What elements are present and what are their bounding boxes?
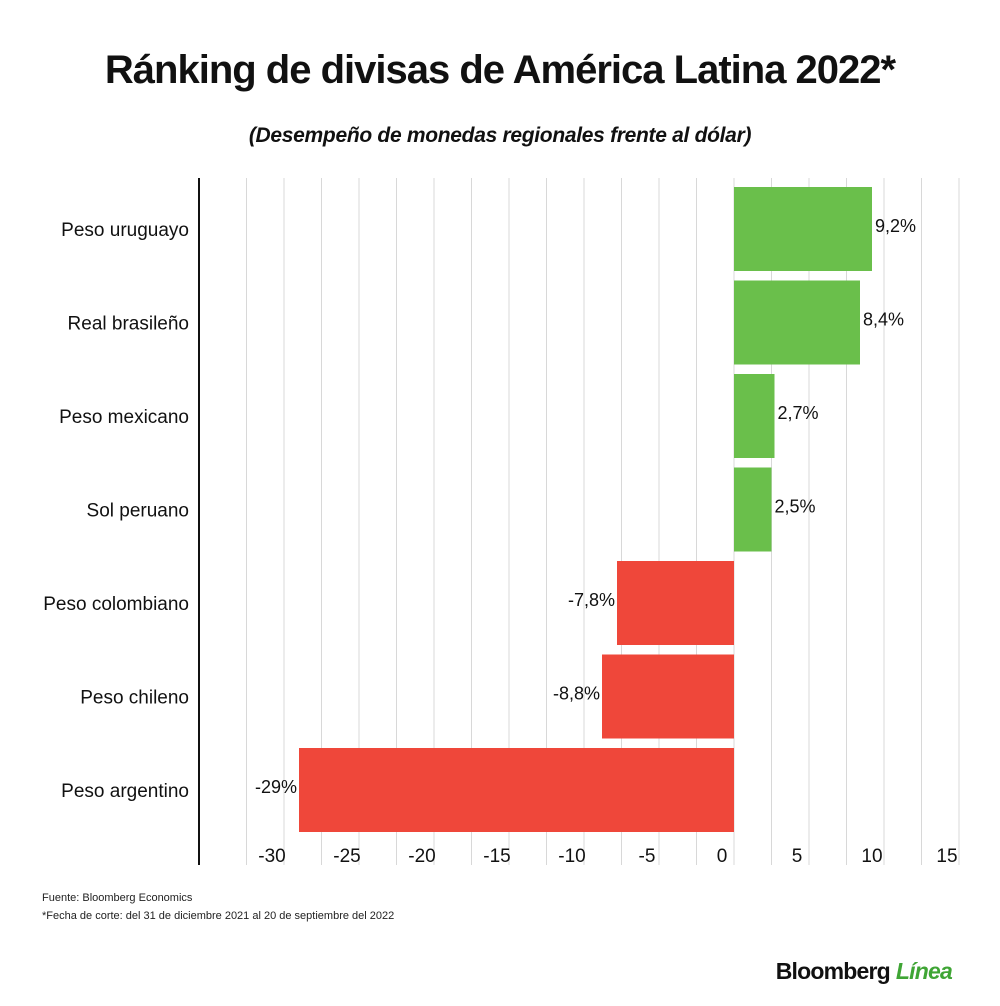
bar — [299, 748, 734, 832]
bar — [602, 654, 734, 739]
x-tick-label: 15 — [936, 846, 957, 867]
category-label: Peso argentino — [61, 781, 189, 802]
data-label: -29% — [255, 777, 297, 797]
data-label: -8,8% — [553, 684, 600, 704]
x-tick-label: -15 — [483, 846, 510, 867]
brand-logo: Bloomberg Línea — [775, 958, 953, 985]
x-tick-label: -20 — [408, 846, 435, 867]
x-tick-label: 0 — [717, 846, 728, 867]
category-label: Peso uruguayo — [61, 220, 189, 241]
category-label: Peso mexicano — [59, 407, 189, 428]
category-label: Peso chileno — [80, 688, 189, 709]
label-layer: Peso uruguayo 9,2% Real brasileño 8,4% Peso … — [43, 216, 916, 802]
bar-layer — [299, 187, 872, 832]
x-tick-label: -25 — [333, 846, 360, 867]
x-tick-label: -5 — [639, 846, 656, 867]
data-label: 8,4% — [863, 310, 904, 330]
bar — [734, 374, 775, 458]
x-tick-label: 10 — [861, 846, 882, 867]
chart-title: Ránking de divisas de América Latina 202… — [104, 48, 896, 92]
data-label: 2,7% — [778, 403, 819, 423]
x-tick-label: -30 — [258, 846, 285, 867]
bar — [734, 187, 872, 271]
x-tick-label: -10 — [558, 846, 585, 867]
date-range-note: *Fecha de corte: del 31 de diciembre 202… — [42, 910, 395, 922]
bar — [617, 561, 734, 645]
brand-logo-part2: Línea — [895, 958, 953, 984]
source-note: Fuente: Bloomberg Economics — [42, 892, 193, 904]
chart-subtitle: (Desempeño de monedas regionales frente … — [248, 124, 752, 147]
bar — [734, 467, 772, 552]
data-label: 2,5% — [775, 497, 816, 517]
data-label: 9,2% — [875, 216, 916, 236]
category-label: Sol peruano — [87, 501, 189, 522]
category-label: Peso colombiano — [43, 594, 189, 615]
x-tick-label: 5 — [792, 846, 803, 867]
x-tick-layer: -30 -25 -20 -15 -10 -5 0 5 10 15 — [258, 846, 957, 867]
data-label: -7,8% — [568, 590, 615, 610]
category-label: Real brasileño — [68, 314, 189, 335]
bar — [734, 280, 860, 365]
brand-logo-part1: Bloomberg — [775, 958, 891, 984]
